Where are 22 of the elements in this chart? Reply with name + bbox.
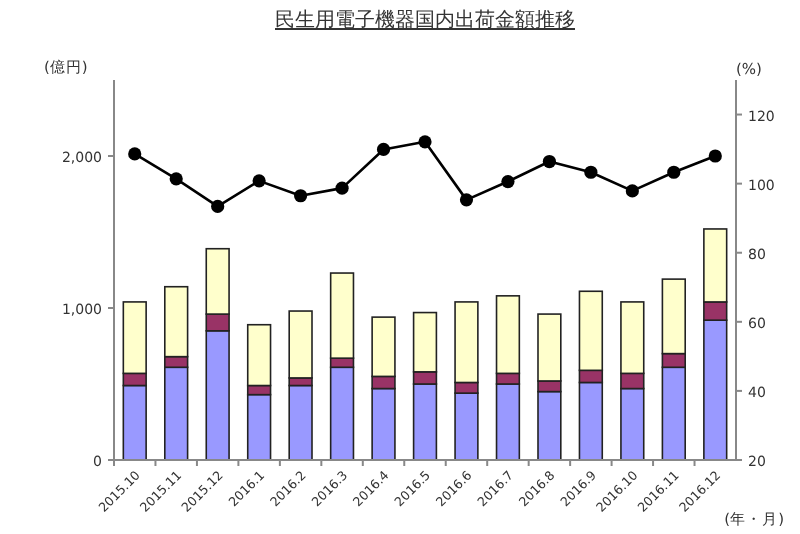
point [625, 184, 639, 198]
chart-title: 民生用電子機器国内出荷金額推移 [275, 8, 575, 32]
point [708, 149, 722, 163]
point [376, 142, 391, 157]
point [667, 165, 681, 179]
point [169, 172, 183, 186]
bar [288, 384, 313, 461]
bar [288, 310, 313, 379]
point [128, 147, 142, 161]
bar [537, 390, 562, 461]
bar [246, 393, 272, 461]
point [542, 154, 556, 169]
point [211, 199, 225, 214]
point [501, 174, 515, 189]
point [418, 135, 432, 149]
bar [246, 323, 272, 387]
point [294, 189, 308, 203]
bar [329, 366, 355, 461]
point [252, 174, 266, 188]
point [584, 165, 598, 179]
point [335, 181, 349, 195]
point [459, 193, 474, 207]
